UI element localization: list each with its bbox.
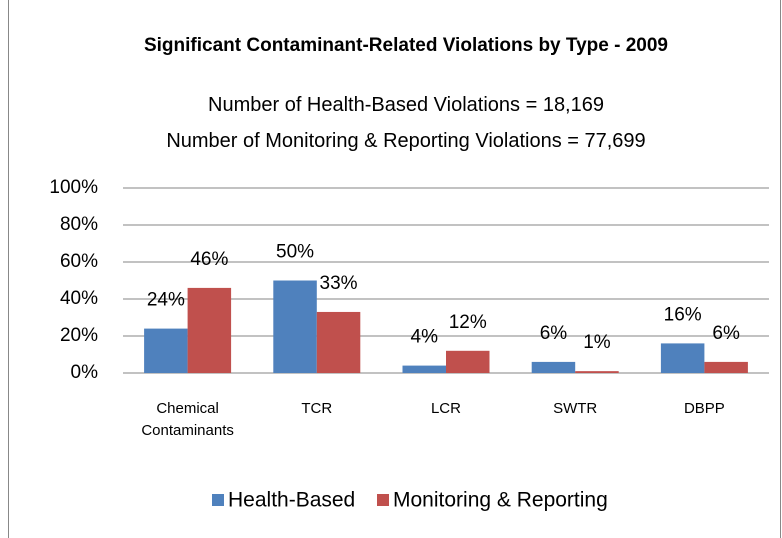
- data-label: 1%: [583, 332, 611, 353]
- x-tick-label: TCR: [301, 400, 333, 417]
- data-label: 4%: [411, 327, 439, 348]
- y-tick-label: 40%: [60, 288, 98, 309]
- legend-swatch: [377, 494, 389, 506]
- data-label: 6%: [712, 323, 740, 344]
- data-label: 12%: [449, 312, 487, 333]
- bar: [273, 280, 317, 373]
- y-tick-label: 0%: [71, 362, 99, 383]
- data-label: 16%: [664, 304, 702, 325]
- data-label: 33%: [320, 273, 358, 294]
- x-tick-label: DBPP: [683, 400, 725, 417]
- legend-label: Monitoring & Reporting: [393, 489, 608, 512]
- data-label: 6%: [540, 323, 568, 344]
- bar: [704, 361, 748, 373]
- bar: [531, 361, 576, 373]
- data-label: 24%: [147, 290, 185, 311]
- bar: [660, 343, 705, 373]
- bar: [446, 350, 490, 373]
- x-tick-label: Chemical Contaminants: [141, 400, 234, 439]
- data-label: 46%: [190, 249, 228, 270]
- x-tick-label: LCR: [430, 400, 461, 417]
- bar: [575, 371, 619, 373]
- y-tick-label: 20%: [60, 325, 98, 346]
- data-label: 50%: [276, 242, 314, 263]
- chart-frame: [8, 0, 781, 538]
- legend-swatch: [212, 494, 224, 506]
- legend-label: Health-Based: [228, 489, 355, 512]
- subtitle: Number of Monitoring & Reporting Violati…: [166, 130, 646, 152]
- y-tick-label: 80%: [60, 214, 98, 235]
- bar: [402, 365, 446, 373]
- chart-title: Significant Contaminant-Related Violatio…: [143, 35, 668, 56]
- bar: [316, 311, 361, 373]
- bar: [144, 328, 188, 373]
- subtitle: Number of Health-Based Violations = 18,1…: [208, 94, 604, 116]
- y-tick-label: 60%: [60, 251, 98, 272]
- y-tick-label: 100%: [49, 177, 98, 198]
- bar: [187, 287, 232, 373]
- x-tick-label: SWTR: [553, 400, 598, 417]
